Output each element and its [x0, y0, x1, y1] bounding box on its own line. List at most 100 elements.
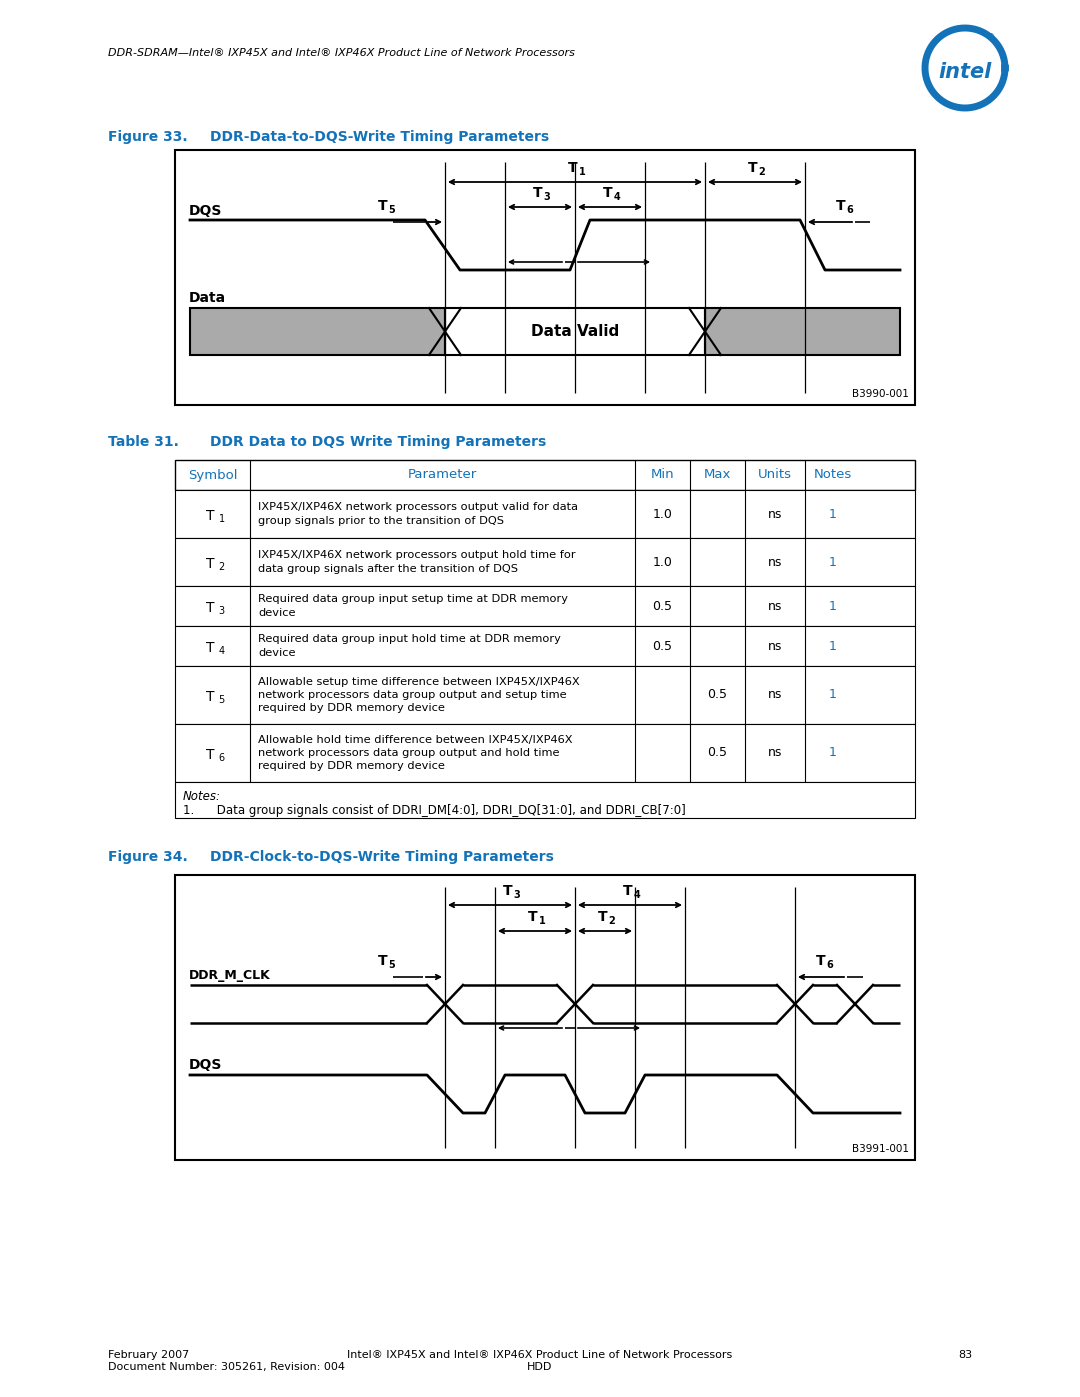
Text: ns: ns	[768, 746, 782, 760]
Text: DDR-SDRAM—Intel® IXP45X and Intel® IXP46X Product Line of Network Processors: DDR-SDRAM—Intel® IXP45X and Intel® IXP46…	[108, 47, 575, 59]
Text: Max: Max	[704, 468, 731, 482]
Text: 1: 1	[828, 640, 836, 652]
Text: 2: 2	[218, 562, 225, 571]
Text: Required data group input setup time at DDR memory: Required data group input setup time at …	[258, 595, 568, 605]
Bar	[705, 307, 900, 355]
Text: Figure 34.: Figure 34.	[108, 849, 188, 863]
Text: Table 31.: Table 31.	[108, 434, 179, 448]
Text: ns: ns	[768, 689, 782, 701]
Text: group signals prior to the transition of DQS: group signals prior to the transition of…	[258, 515, 504, 525]
Text: data group signals after the transition of DQS: data group signals after the transition …	[258, 563, 518, 574]
Text: T: T	[816, 954, 826, 968]
Text: 6: 6	[847, 205, 853, 215]
Bar	[175, 626, 915, 666]
Text: Data: Data	[189, 291, 226, 305]
Text: network processors data group output and setup time: network processors data group output and…	[258, 690, 567, 700]
Text: Data Valid: Data Valid	[531, 324, 619, 339]
Text: ns: ns	[768, 640, 782, 652]
Bar	[175, 782, 915, 819]
Text: 2: 2	[758, 168, 766, 177]
Text: 0.5: 0.5	[707, 746, 728, 760]
Text: 6: 6	[826, 960, 834, 970]
Text: Units: Units	[758, 468, 792, 482]
Text: 5: 5	[389, 205, 395, 215]
Text: 0.5: 0.5	[652, 640, 673, 652]
Text: 1: 1	[828, 556, 836, 569]
Text: T: T	[206, 509, 215, 522]
Text: T: T	[206, 641, 215, 655]
Text: B3991-001: B3991-001	[852, 1144, 909, 1154]
Text: 3: 3	[513, 890, 521, 900]
Bar	[175, 460, 915, 490]
Text: Intel® IXP45X and Intel® IXP46X Product Line of Network Processors
HDD: Intel® IXP45X and Intel® IXP46X Product …	[348, 1350, 732, 1372]
Text: 3: 3	[543, 191, 550, 203]
Bar	[175, 490, 915, 538]
Text: network processors data group output and hold time: network processors data group output and…	[258, 747, 559, 759]
Text: 5: 5	[218, 694, 225, 705]
Bar	[175, 666, 915, 724]
Bar	[175, 585, 915, 626]
Text: T: T	[206, 747, 215, 761]
Text: February 2007
Document Number: 305261, Revision: 004: February 2007 Document Number: 305261, R…	[108, 1350, 345, 1372]
Text: B3990-001: B3990-001	[852, 388, 909, 400]
Text: ns: ns	[768, 507, 782, 521]
Bar	[175, 875, 915, 1160]
Text: 1: 1	[828, 746, 836, 760]
Text: ®: ®	[987, 34, 995, 42]
Text: 1: 1	[218, 514, 225, 524]
Text: T: T	[598, 909, 608, 923]
Text: Allowable setup time difference between IXP45X/IXP46X: Allowable setup time difference between …	[258, 678, 580, 687]
Text: Figure 33.: Figure 33.	[108, 130, 188, 144]
Text: T: T	[748, 161, 758, 175]
Text: Allowable hold time difference between IXP45X/IXP46X: Allowable hold time difference between I…	[258, 735, 572, 745]
Text: DDR-Data-to-DQS-Write Timing Parameters: DDR-Data-to-DQS-Write Timing Parameters	[210, 130, 549, 144]
Text: required by DDR memory device: required by DDR memory device	[258, 761, 445, 771]
Bar	[175, 149, 915, 405]
Text: T: T	[206, 601, 215, 615]
Text: T: T	[604, 186, 612, 200]
Text: T: T	[623, 884, 633, 898]
Text: device: device	[258, 608, 296, 617]
Text: ns: ns	[768, 599, 782, 612]
Text: Symbol: Symbol	[188, 468, 238, 482]
Text: 1: 1	[539, 916, 545, 926]
Text: required by DDR memory device: required by DDR memory device	[258, 703, 445, 712]
Text: 2: 2	[608, 916, 616, 926]
Text: intel: intel	[939, 61, 991, 82]
Text: Notes:: Notes:	[183, 789, 221, 803]
Text: 0.5: 0.5	[652, 599, 673, 612]
Text: DDR-Clock-to-DQS-Write Timing Parameters: DDR-Clock-to-DQS-Write Timing Parameters	[210, 849, 554, 863]
Text: 83: 83	[958, 1350, 972, 1361]
Text: DQS: DQS	[189, 1058, 222, 1071]
Text: DDR_M_CLK: DDR_M_CLK	[189, 970, 271, 982]
Text: 5: 5	[389, 960, 395, 970]
Text: Notes: Notes	[813, 468, 852, 482]
Bar	[175, 538, 915, 585]
Text: 6: 6	[218, 753, 225, 763]
Text: IXP45X/IXP46X network processors output valid for data: IXP45X/IXP46X network processors output …	[258, 503, 578, 513]
Text: T: T	[378, 198, 388, 212]
Text: 1: 1	[828, 599, 836, 612]
Text: 1: 1	[828, 689, 836, 701]
Text: Required data group input hold time at DDR memory: Required data group input hold time at D…	[258, 634, 561, 644]
Text: 3: 3	[218, 606, 225, 616]
Text: 1.0: 1.0	[652, 556, 673, 569]
Text: 1.0: 1.0	[652, 507, 673, 521]
Text: T: T	[836, 198, 846, 212]
Text: T: T	[534, 186, 543, 200]
Text: 1: 1	[828, 507, 836, 521]
Text: T: T	[528, 909, 538, 923]
Text: ns: ns	[768, 556, 782, 569]
Text: 4: 4	[634, 890, 640, 900]
Text: 4: 4	[218, 645, 225, 657]
Text: T: T	[503, 884, 513, 898]
Text: device: device	[258, 647, 296, 658]
Bar	[175, 724, 915, 782]
Text: 4: 4	[613, 191, 620, 203]
Text: 1.      Data group signals consist of DDRI_DM[4:0], DDRI_DQ[31:0], and DDRI_CB[7: 1. Data group signals consist of DDRI_DM…	[183, 805, 686, 817]
Text: T: T	[568, 161, 578, 175]
Text: IXP45X/IXP46X network processors output hold time for: IXP45X/IXP46X network processors output …	[258, 550, 576, 560]
Text: T: T	[206, 690, 215, 704]
Text: 0.5: 0.5	[707, 689, 728, 701]
Text: DDR Data to DQS Write Timing Parameters: DDR Data to DQS Write Timing Parameters	[210, 434, 546, 448]
